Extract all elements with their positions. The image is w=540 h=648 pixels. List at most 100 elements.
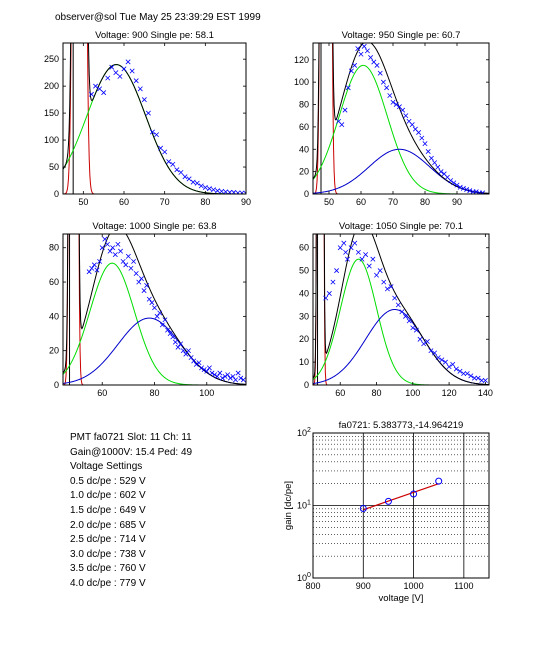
data-point <box>453 366 459 372</box>
plot-content <box>63 234 246 385</box>
y-tick-label: 150 <box>44 108 59 118</box>
data-point <box>118 248 123 254</box>
data-point <box>337 245 343 251</box>
y-tick-label: 100 <box>44 135 59 145</box>
data-point <box>428 155 434 161</box>
data-point <box>206 365 212 371</box>
data-point <box>341 240 347 246</box>
data-point <box>413 327 419 333</box>
chart-title: Voltage: 1050 Single pe: 70.1 <box>339 221 463 232</box>
data-point <box>145 110 151 116</box>
data-point <box>121 66 127 72</box>
x-tick-label: 120 <box>442 388 457 398</box>
gain-point <box>410 490 418 498</box>
data-point <box>417 336 423 342</box>
data-point <box>138 276 144 282</box>
data-point <box>419 135 425 141</box>
data-point <box>102 236 108 242</box>
data-point <box>479 377 485 383</box>
single-pe-curve <box>313 258 489 385</box>
y-tick-label: 80 <box>49 243 59 253</box>
data-point <box>475 375 481 381</box>
data-point <box>339 122 345 128</box>
data-point <box>101 90 107 96</box>
y-tick-label: 0 <box>54 380 59 390</box>
gain-fit-line <box>363 483 439 511</box>
data-point <box>210 187 216 193</box>
data-point <box>86 269 92 275</box>
data-point <box>374 272 379 278</box>
data-point <box>204 368 210 374</box>
y-tick-label: 102 <box>297 427 311 438</box>
info-line: 2.5 dc/pe : 714 V <box>70 534 146 546</box>
data-point <box>448 178 454 184</box>
y-tick-label: 40 <box>49 311 59 321</box>
data-point <box>99 245 105 251</box>
data-point <box>377 70 383 76</box>
gain-point <box>384 497 392 505</box>
data-point <box>323 295 329 301</box>
data-point <box>399 309 405 315</box>
data-point <box>94 267 100 273</box>
x-tick-label: 100 <box>405 388 420 398</box>
data-point <box>239 190 245 194</box>
y-tick-label: 100 <box>294 77 309 87</box>
x-tick-label: 50 <box>78 197 88 207</box>
data-point <box>209 370 215 376</box>
data-point <box>227 375 233 381</box>
data-point <box>421 341 427 347</box>
data-point <box>467 188 473 194</box>
data-point <box>384 85 390 91</box>
data-point <box>144 282 150 288</box>
data-point <box>115 241 121 247</box>
data-point <box>206 186 212 192</box>
data-point <box>432 350 438 356</box>
y-tick-label: 20 <box>299 334 309 344</box>
y-tick-label: 0 <box>304 189 309 199</box>
chart-title: Voltage: 900 Single pe: 58.1 <box>95 30 214 41</box>
data-point <box>342 107 348 113</box>
data-point <box>348 245 354 251</box>
axes-frame <box>312 42 490 195</box>
data-point <box>454 182 460 188</box>
y-tick-label: 250 <box>44 54 59 64</box>
data-point <box>110 245 116 251</box>
y-tick-label: 60 <box>299 243 309 253</box>
data-point <box>345 85 351 91</box>
data-point <box>133 270 139 276</box>
y-tick-label: 200 <box>44 81 59 91</box>
data-point <box>154 132 160 138</box>
data-point <box>170 334 176 340</box>
x-tick-label: 900 <box>356 581 371 591</box>
x-tick-label: 70 <box>160 197 170 207</box>
data-point <box>123 262 129 268</box>
data-point <box>175 344 181 350</box>
x-tick-label: 1000 <box>404 581 424 591</box>
data-point <box>243 190 246 194</box>
data-point <box>199 365 205 371</box>
y-tick-label: 60 <box>49 277 59 287</box>
data-point <box>194 180 200 186</box>
data-point <box>238 375 244 381</box>
single-pe-curve <box>63 262 246 385</box>
y-tick-label: 0 <box>54 189 59 199</box>
data-point <box>468 373 474 379</box>
chart-title: Voltage: 950 Single pe: 60.7 <box>342 30 461 41</box>
data-point <box>141 288 147 294</box>
data-point <box>473 189 479 194</box>
data-point <box>97 258 103 264</box>
data-point <box>425 149 431 154</box>
data-point <box>137 86 143 92</box>
data-point <box>450 361 456 367</box>
x-tick-label: 90 <box>452 197 462 207</box>
data-point <box>410 325 416 331</box>
info-line: 1.0 dc/pe : 602 V <box>70 490 146 502</box>
data-point <box>457 368 463 374</box>
total-fit-curve <box>313 234 489 385</box>
data-point <box>393 102 399 108</box>
data-point <box>368 55 374 61</box>
data-point <box>366 263 372 269</box>
data-point <box>214 373 220 379</box>
info-line: Gain@1000V: 15.4 Ped: 49 <box>70 446 193 458</box>
data-point <box>380 79 386 85</box>
